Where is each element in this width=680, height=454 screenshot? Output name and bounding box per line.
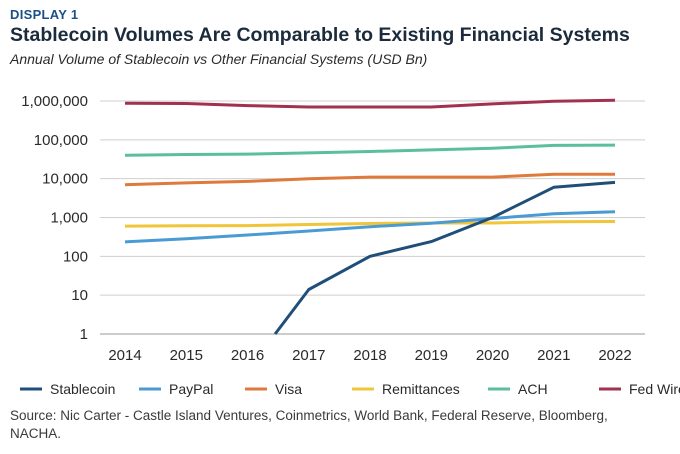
series-line-ach [124, 143, 616, 157]
y-tick-label: 10 [71, 287, 88, 304]
legend-label-remittances: Remittances [382, 381, 460, 397]
series-line-visa [124, 172, 615, 187]
chart-title: Stablecoin Volumes Are Comparable to Exi… [10, 24, 630, 46]
x-tick-label: 2016 [231, 347, 264, 364]
legend: Stablecoin PayPal Visa Remittances ACH Fed Wi… [20, 381, 680, 397]
legend-label-ach: ACH [518, 381, 548, 397]
chart-subtitle: Annual Volume of Stablecoin vs Other Fin… [10, 51, 428, 67]
x-tick-label: 2020 [476, 347, 509, 364]
y-tick-label: 1,000 [50, 210, 88, 227]
display-label: DISPLAY 1 [10, 7, 79, 22]
x-tick-label: 2015 [170, 347, 203, 364]
y-tick-label: 100 [63, 248, 88, 265]
x-tick-label: 2014 [108, 347, 141, 364]
series-lines [124, 98, 616, 335]
x-tick-label: 2017 [292, 347, 325, 364]
y-tick-label: 10,000 [42, 171, 88, 188]
y-axis-ticks: 1 10 100 1,000 10,000 100,000 1,000,000 [21, 93, 88, 343]
series-line-fed-wire [124, 98, 616, 109]
x-tick-label: 2021 [537, 347, 570, 364]
y-tick-label: 1,000,000 [21, 93, 88, 110]
series-line-paypal [124, 210, 616, 244]
y-tick-label: 100,000 [34, 132, 88, 149]
x-axis-ticks: 2014 2015 2016 2017 2018 2019 2020 2021 2022 [108, 347, 631, 364]
source-note: Source: Nic Carter - Castle Island Ventu… [10, 408, 608, 441]
series-line-remittances [124, 220, 616, 228]
legend-label-stablecoin: Stablecoin [50, 381, 115, 397]
gridlines [100, 100, 645, 335]
legend-label-visa: Visa [275, 381, 302, 397]
x-tick-label: 2018 [353, 347, 386, 364]
x-tick-label: 2022 [598, 347, 631, 364]
legend-label-fed-wire: Fed Wire [629, 381, 680, 397]
x-tick-label: 2019 [415, 347, 448, 364]
legend-label-paypal: PayPal [169, 381, 213, 397]
series-line-stablecoin [273, 180, 616, 335]
y-tick-label: 1 [80, 326, 88, 343]
